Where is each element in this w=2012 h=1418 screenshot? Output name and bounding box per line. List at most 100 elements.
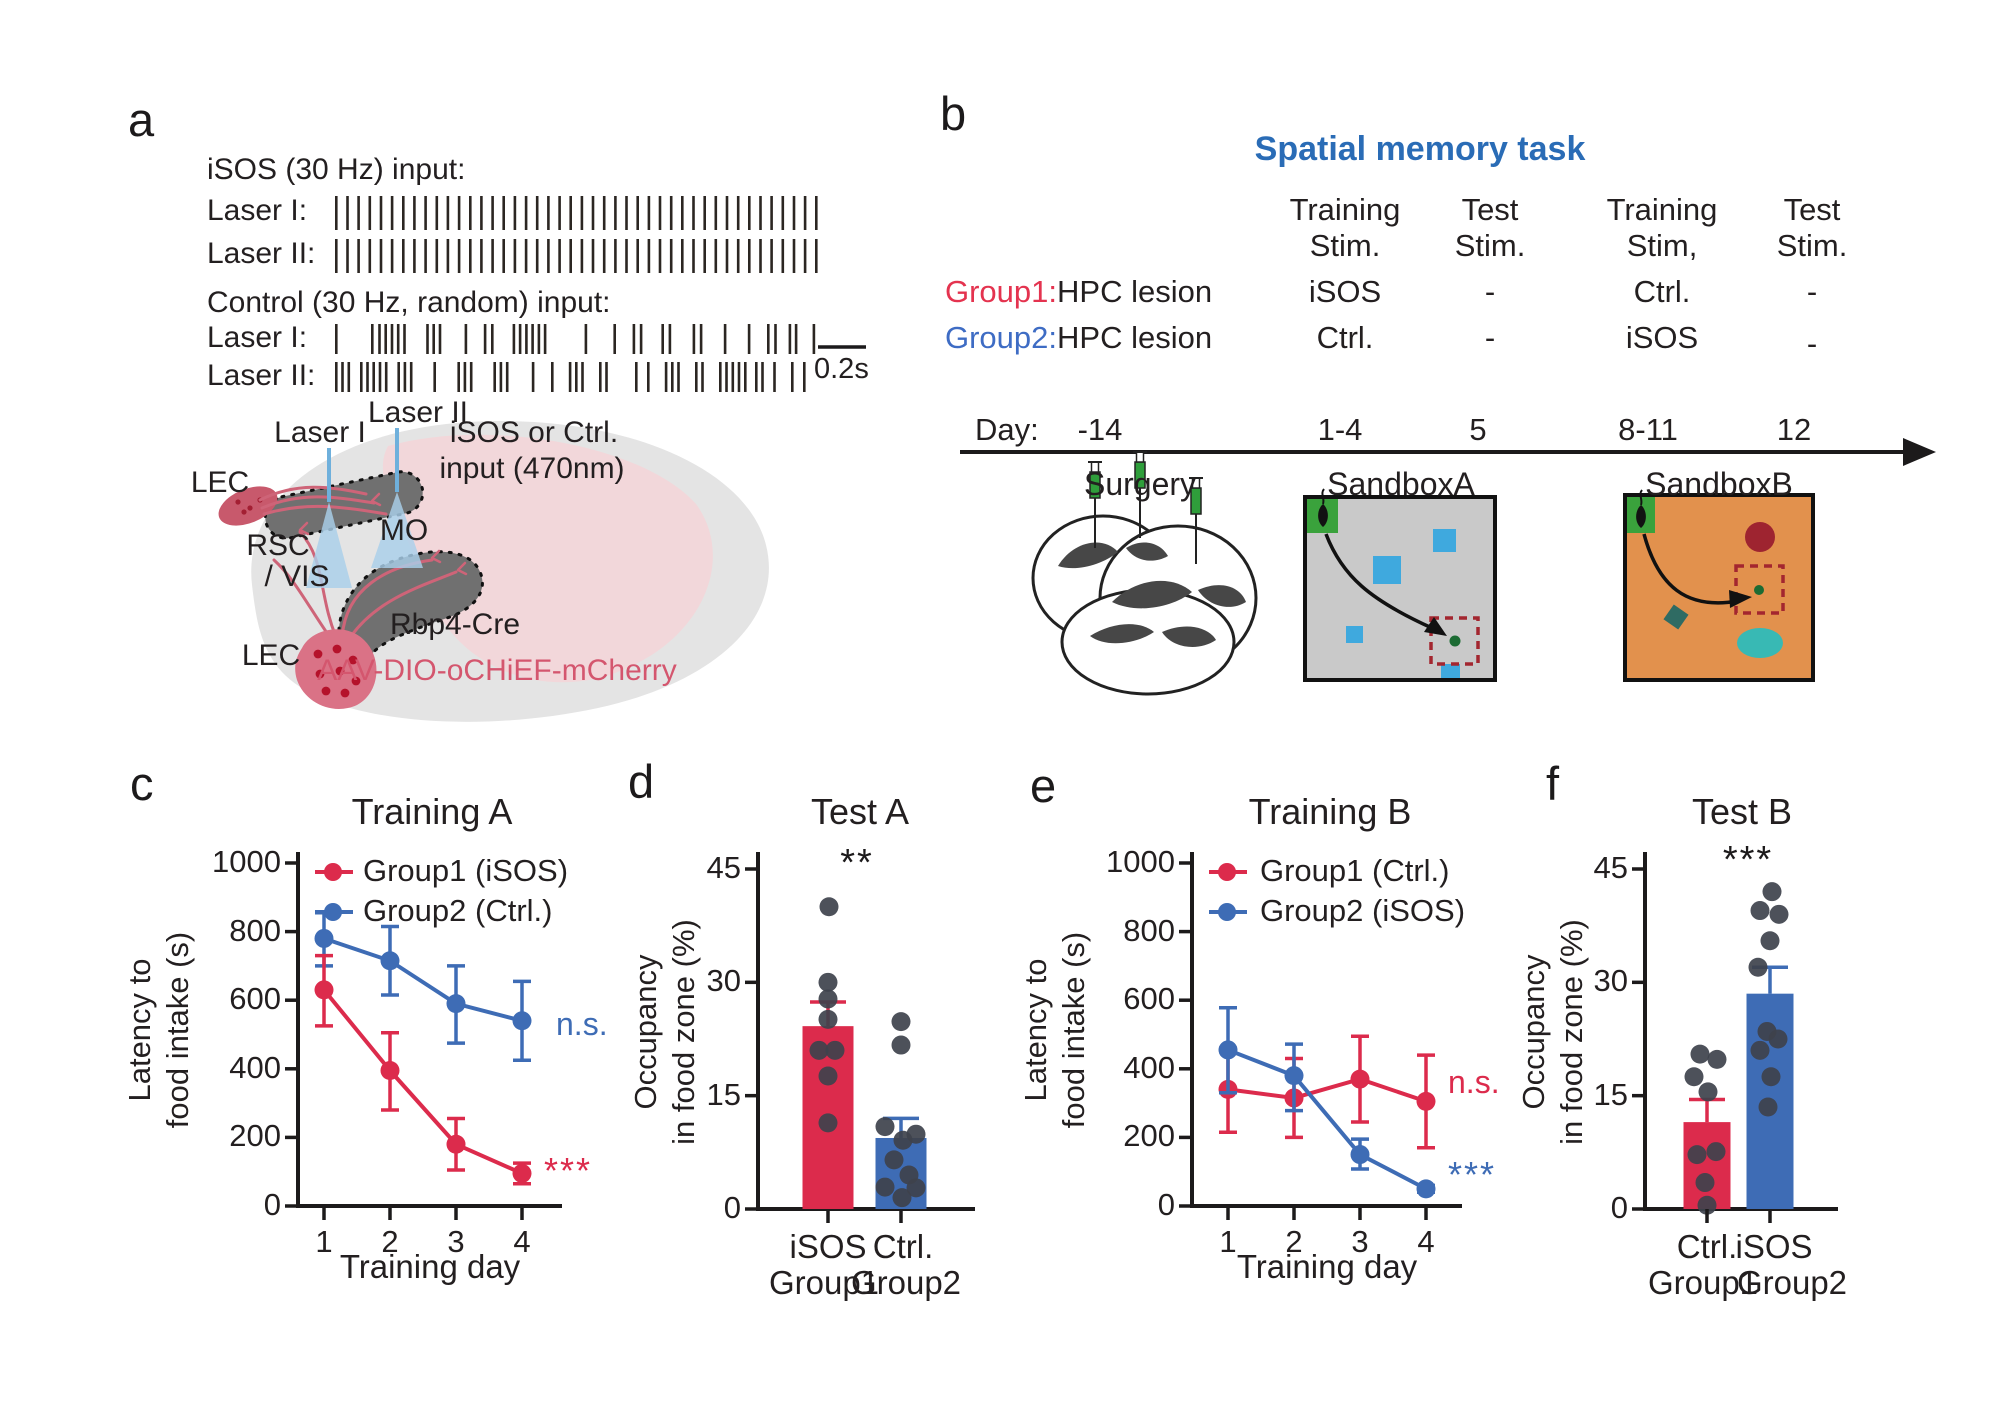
pulse-tick [335, 324, 338, 354]
col-header-4-line2: Stim. [1776, 228, 1848, 263]
chart-e-xlabel: Training day [1236, 1248, 1418, 1285]
pulse-tick [761, 362, 764, 392]
chart-f-title: Test B [1691, 791, 1793, 832]
pulse-tick [335, 239, 338, 273]
pulse-tick [658, 196, 662, 230]
pulse-tick [695, 362, 698, 392]
syringe-icon [1088, 461, 1102, 548]
group2-cell-1: Ctrl. [1316, 320, 1374, 355]
panel-f-letter: f [1546, 757, 1560, 810]
pulse-tick [569, 196, 572, 230]
data-line [322, 988, 523, 1176]
scatter-point [1761, 1067, 1781, 1087]
pulse-tick [774, 324, 777, 354]
chart-d-bar-0 [802, 897, 854, 1223]
col-header-3-line1: Training [1606, 192, 1718, 227]
pulse-tick [602, 196, 606, 230]
chart-e-y-tick-label: 1000 [1106, 844, 1175, 879]
axon-fiber-top [260, 495, 376, 510]
pulse-tick [748, 196, 751, 230]
pulse-tick [591, 239, 595, 273]
pulse-tick [591, 196, 595, 230]
pulse-tick [647, 196, 651, 230]
pulse-tick [432, 324, 435, 354]
pulse-tick [368, 196, 372, 230]
data-point [446, 1134, 466, 1154]
scatter-point [825, 1040, 845, 1060]
group1-cell-1: iSOS [1308, 274, 1382, 309]
sandboxA-cue-square-1 [1433, 529, 1456, 552]
chart-c-x-tick-label: 4 [513, 1224, 531, 1259]
legend-dot [324, 863, 342, 881]
pulse-tick [625, 196, 628, 230]
panel-e-letter: e [1030, 759, 1057, 812]
pulse-tick [602, 239, 606, 273]
pulse-tick [736, 196, 740, 230]
pulse-tick [703, 239, 706, 273]
pulse-tick [803, 196, 807, 230]
pulse-tick [699, 324, 703, 354]
day-value-5: 12 [1776, 412, 1812, 447]
pulse-tick [346, 239, 349, 273]
sandboxB-cue-diamond [1663, 604, 1689, 630]
data-point [446, 994, 466, 1014]
pulse-tick [464, 324, 468, 354]
chart-e-series-1 [1218, 1005, 1436, 1199]
pulse-tick [703, 196, 706, 230]
chart-d-title: Test A [810, 791, 910, 832]
chart-e-y-tick-label: 800 [1123, 912, 1175, 948]
pulse-tick [469, 362, 473, 392]
pulse-tick [744, 362, 747, 392]
isos-input-label: iSOS (30 Hz) input: [207, 153, 466, 186]
pulse-tick [426, 324, 429, 354]
pulse-tick [537, 324, 541, 354]
scatter-point [809, 1040, 829, 1060]
day-value-1: -14 [1077, 412, 1123, 447]
chart-e [1179, 852, 1462, 1220]
chart-c-series-1 [314, 910, 532, 1062]
pulse-tick [681, 196, 684, 230]
chart-e-y-tick-label: 600 [1123, 981, 1175, 1017]
pulse-tick [812, 324, 816, 354]
sandboxA-illustration [1303, 488, 1497, 682]
pulse-tick [767, 324, 770, 354]
significance-label: *** [1722, 839, 1774, 881]
pulse-tick [335, 196, 338, 230]
panel-b-letter: b [940, 87, 967, 140]
chart-d-y-tick-label: 0 [723, 1190, 741, 1225]
pulse-tick [723, 324, 727, 354]
scatter-point [1758, 1097, 1778, 1117]
pulse-tick [531, 362, 535, 392]
group1-cell-3: Ctrl. [1633, 274, 1691, 309]
pulse-tick [525, 324, 528, 354]
scatter-point [1768, 1029, 1788, 1049]
pulse-tick [346, 196, 349, 230]
group2-label: Group2: [945, 320, 1058, 355]
pulse-tick [580, 239, 584, 273]
pulse-tick [413, 196, 416, 230]
pulse-tick [759, 196, 762, 230]
pulse-tick [792, 196, 796, 230]
pulse-tick [384, 324, 387, 354]
pulse-tick [792, 239, 796, 273]
data-line [1227, 1076, 1427, 1104]
pulse-tick [547, 239, 550, 273]
data-point [1350, 1145, 1370, 1165]
pulse-tick [584, 324, 588, 354]
control-laser1-train [335, 324, 816, 354]
lec-top-region [218, 486, 278, 526]
stage-label-sandboxB: SandboxB [1645, 466, 1793, 502]
pulse-tick [366, 362, 369, 392]
sandboxB-path-arrowhead [1729, 590, 1752, 608]
vis-label: / VIS [264, 560, 330, 593]
pulse-tick [384, 362, 388, 392]
data-point [1218, 1040, 1238, 1060]
pulse-tick [714, 196, 718, 230]
chart-f-y-tick-label: 30 [1593, 963, 1628, 999]
pulse-tick [677, 362, 680, 392]
lec-top-dot [241, 509, 247, 515]
pulse-tick [692, 239, 695, 273]
chart-f-ylabel: Occupancy in food zone (%) [1516, 919, 1589, 1145]
group2-cell-4: - [1806, 326, 1818, 361]
